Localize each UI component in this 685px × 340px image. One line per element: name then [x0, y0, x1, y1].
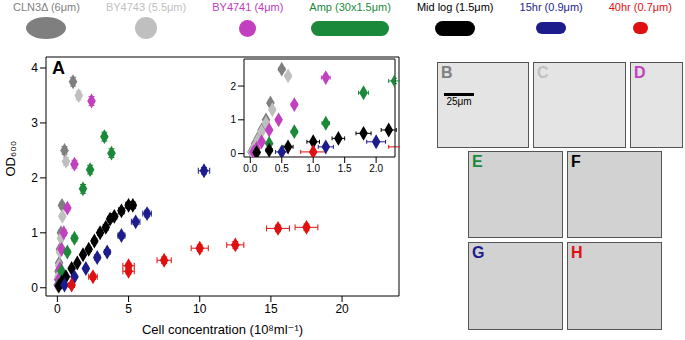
svg-text:Cell concentration (10⁸ml⁻¹): Cell concentration (10⁸ml⁻¹)	[142, 322, 303, 337]
html-text:B: B	[441, 64, 453, 81]
html-text:Amp (30x1.5μm): Amp (30x1.5μm)	[309, 1, 391, 13]
html-text:F: F	[571, 153, 581, 170]
svg-text:2: 2	[230, 81, 236, 92]
html-text:CLN3Δ (6μm): CLN3Δ (6μm)	[13, 1, 80, 13]
svg-text:0: 0	[54, 302, 61, 316]
svg-text:1.5: 1.5	[338, 163, 352, 174]
html-text:C: C	[537, 64, 549, 81]
html-text:G: G	[472, 244, 485, 261]
html-text:40hr (0.7μm): 40hr (0.7μm)	[608, 1, 672, 13]
svg-text:OD₆₀₀: OD₆₀₀	[3, 141, 18, 177]
svg-text:3: 3	[31, 116, 38, 130]
html-text:Mid log (1.5μm): Mid log (1.5μm)	[416, 1, 494, 13]
svg-text:0.0: 0.0	[243, 163, 257, 174]
svg-text:1.0: 1.0	[306, 163, 320, 174]
svg-text:4: 4	[31, 61, 38, 75]
html-text:25μm: 25μm	[446, 96, 472, 107]
svg-text:15: 15	[264, 302, 278, 316]
svg-text:1: 1	[31, 226, 38, 240]
html-text:BY4741 (4μm): BY4741 (4μm)	[212, 1, 284, 13]
html-text:A: A	[52, 58, 65, 78]
svg-text:0.5: 0.5	[275, 163, 289, 174]
svg-text:10: 10	[193, 302, 207, 316]
html-text:D: D	[634, 64, 646, 81]
html-text:H: H	[571, 244, 583, 261]
html-text:E: E	[472, 153, 483, 170]
svg-text:0: 0	[230, 148, 236, 159]
svg-text:2: 2	[31, 171, 38, 185]
html-text:15hr (0.9μm): 15hr (0.9μm)	[519, 1, 583, 13]
svg-text:0: 0	[31, 281, 38, 295]
svg-text:5: 5	[125, 302, 132, 316]
svg-text:20: 20	[335, 302, 349, 316]
svg-text:1: 1	[230, 114, 236, 125]
html-text:BY4743 (5.5μm): BY4743 (5.5μm)	[105, 1, 187, 13]
svg-text:2.0: 2.0	[369, 163, 383, 174]
